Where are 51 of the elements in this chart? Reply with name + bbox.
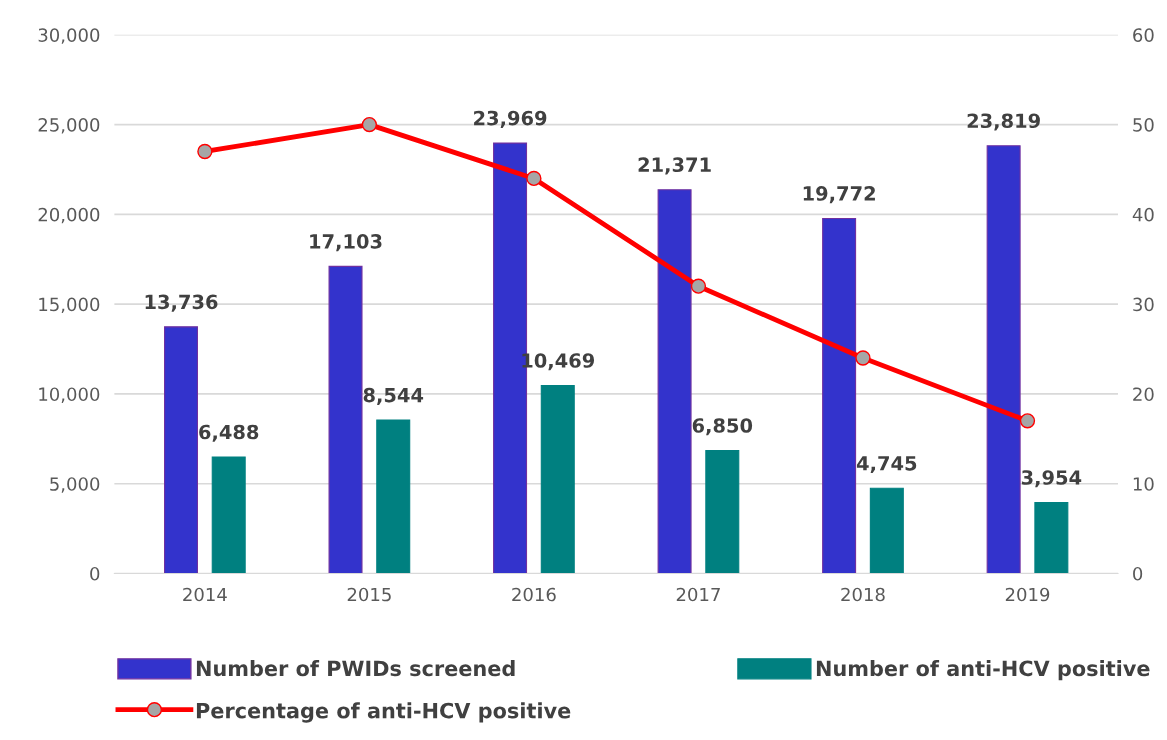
x-tick-label: 2015 [347, 587, 391, 602]
point [197, 143, 213, 160]
bar [986, 145, 1021, 574]
point [1019, 413, 1036, 429]
point [526, 170, 542, 187]
bar [376, 419, 411, 574]
data-label: 4,745 [856, 456, 917, 474]
bar [540, 384, 575, 574]
y2-tick-label: 20 [1133, 387, 1154, 402]
data-label: 23,969 [474, 110, 547, 128]
legend-label: Percentage of anti-HCV positive [196, 702, 571, 723]
y2-tick-label: 0 [1133, 566, 1143, 581]
x-tick-label: 2017 [676, 587, 720, 602]
point [361, 116, 378, 133]
bar [211, 456, 246, 574]
bar [869, 487, 904, 574]
y2-tick-label: 10 [1133, 477, 1154, 491]
y2-tick-label: 30 [1133, 297, 1154, 312]
data-label: 6,488 [199, 424, 259, 442]
data-label: 17,103 [310, 234, 382, 252]
bar [822, 217, 857, 574]
point [855, 350, 871, 366]
bar [328, 265, 363, 574]
x-tick-label: 2018 [841, 587, 885, 602]
bar [163, 326, 199, 574]
data-label: 13,736 [145, 294, 218, 312]
y-tick-label: 20,000 [38, 207, 100, 224]
y-tick-label: 0 [90, 566, 100, 581]
data-label: 19,772 [803, 186, 875, 204]
data-label: 6,850 [692, 418, 753, 436]
data-label: 8,544 [363, 387, 424, 405]
y-tick-label: 5,000 [50, 477, 100, 493]
bar [705, 449, 740, 574]
data-label: 23,819 [967, 113, 1040, 131]
y-tick-label: 25,000 [38, 118, 100, 134]
data-label: 3,954 [1021, 470, 1082, 488]
y2-tick-label: 50 [1133, 118, 1154, 132]
y-tick-label: 30,000 [38, 28, 100, 44]
data-label: 21,371 [638, 157, 711, 175]
point [690, 278, 707, 294]
y-tick-label: 15,000 [39, 297, 100, 314]
legend-label: Number of PWIDs screened [196, 660, 515, 677]
x-tick-label: 2014 [183, 587, 227, 602]
legend-label: Number of anti-HCV positive [816, 660, 1150, 681]
x-tick-label: 2019 [1005, 587, 1050, 602]
bar [657, 189, 692, 574]
y2-tick-label: 60 [1133, 28, 1154, 42]
x-tick-label: 2016 [512, 587, 556, 602]
y-tick-label: 10,000 [39, 387, 100, 403]
y2-tick-label: 40 [1132, 207, 1154, 222]
bar [1034, 501, 1069, 574]
